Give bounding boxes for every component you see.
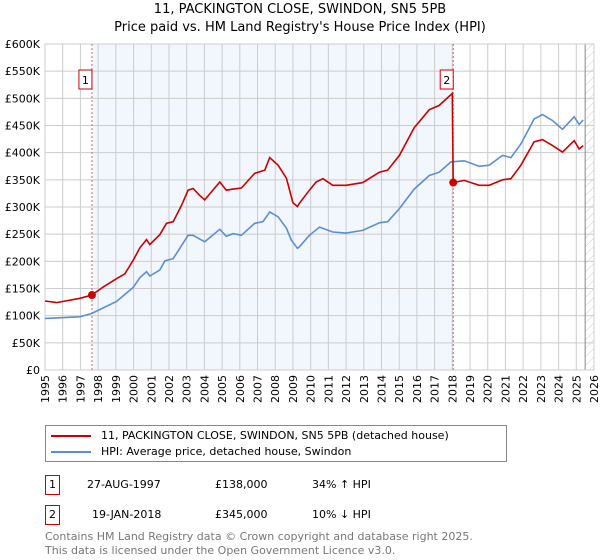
x-tick-label: 2000 bbox=[128, 375, 141, 403]
transaction-price: £345,000 bbox=[215, 508, 268, 521]
footer-copyright: Contains HM Land Registry data © Crown c… bbox=[45, 530, 473, 543]
legend-item-property: 11, PACKINGTON CLOSE, SWINDON, SN5 5PB (… bbox=[51, 429, 449, 442]
x-tick-label: 2019 bbox=[464, 375, 477, 403]
x-tick-label: 2014 bbox=[375, 375, 388, 403]
x-tick-label: 2011 bbox=[322, 375, 335, 403]
x-tick-label: 2009 bbox=[287, 375, 300, 403]
x-tick-label: 2001 bbox=[145, 375, 158, 403]
legend-label: 11, PACKINGTON CLOSE, SWINDON, SN5 5PB (… bbox=[101, 429, 449, 442]
x-tick-label: 2015 bbox=[393, 375, 406, 403]
y-tick-label: £150K bbox=[5, 283, 41, 296]
chart-subtitle: Price paid vs. HM Land Registry's House … bbox=[114, 20, 486, 35]
sale-label: 2 bbox=[443, 74, 450, 87]
transaction-row: 1 27-AUG-1997 £138,000 34% ↑ HPI bbox=[45, 475, 545, 495]
y-tick-label: £300K bbox=[5, 201, 41, 214]
x-tick-label: 2012 bbox=[340, 375, 353, 403]
legend-label: HPI: Average price, detached house, Swin… bbox=[101, 445, 352, 458]
transaction-date: 27-AUG-1997 bbox=[87, 478, 161, 491]
x-tick-label: 2007 bbox=[252, 375, 265, 403]
x-tick-label: 2025 bbox=[570, 375, 583, 403]
sale-label-box bbox=[439, 69, 454, 90]
transaction-delta: 34% ↑ HPI bbox=[312, 478, 371, 491]
hpi-line bbox=[44, 113, 584, 320]
x-tick-label: 2003 bbox=[181, 375, 194, 403]
x-tick-label: 1997 bbox=[74, 375, 87, 403]
x-tick-label: 1998 bbox=[92, 375, 105, 403]
sale-point bbox=[449, 178, 458, 187]
x-tick-label: 2008 bbox=[269, 375, 282, 403]
y-tick-label: £500K bbox=[5, 92, 41, 105]
x-tick-label: 2017 bbox=[429, 375, 442, 403]
x-tick-label: 2022 bbox=[517, 375, 530, 403]
x-tick-label: 2026 bbox=[588, 375, 600, 403]
x-tick-label: 1996 bbox=[57, 375, 70, 403]
chart-title: 11, PACKINGTON CLOSE, SWINDON, SN5 5PB bbox=[153, 2, 447, 17]
plot-border bbox=[44, 43, 595, 371]
x-tick-label: 1995 bbox=[39, 375, 52, 403]
legend: 11, PACKINGTON CLOSE, SWINDON, SN5 5PB (… bbox=[45, 425, 507, 462]
y-tick-label: £550K bbox=[5, 65, 41, 78]
transaction-marker: 2 bbox=[45, 505, 60, 525]
y-tick-label: £350K bbox=[5, 174, 41, 187]
sale-label-box bbox=[78, 69, 93, 90]
y-tick-label: £50K bbox=[12, 337, 41, 350]
plot-area: 1995 1996 1997 1998 1999 2000 2001 2002 2003 2004… bbox=[5, 38, 600, 403]
x-tick-label: 2020 bbox=[482, 375, 495, 403]
sale-point bbox=[87, 291, 96, 300]
y-tick-label: £600K bbox=[5, 38, 41, 51]
legend-swatch-red bbox=[51, 434, 91, 437]
transaction-row: 2 19-JAN-2018 £345,000 10% ↓ HPI bbox=[45, 505, 545, 525]
x-tick-label: 2010 bbox=[305, 375, 318, 403]
x-tick-label: 2005 bbox=[216, 375, 229, 403]
x-tick-label: 2004 bbox=[198, 375, 211, 403]
y-tick-label: £250K bbox=[5, 228, 41, 241]
property-price-line bbox=[44, 91, 584, 304]
y-tick-label: £100K bbox=[5, 310, 41, 323]
transaction-marker: 1 bbox=[45, 475, 60, 495]
y-tick-label: £0 bbox=[26, 364, 40, 377]
x-tick-label: 2016 bbox=[411, 375, 424, 403]
y-tick-label: £400K bbox=[5, 147, 41, 160]
x-tick-label: 2002 bbox=[163, 375, 176, 403]
x-tick-label: 2013 bbox=[358, 375, 371, 403]
x-tick-label: 1999 bbox=[110, 375, 123, 403]
x-tick-label: 2023 bbox=[535, 375, 548, 403]
legend-swatch-blue bbox=[51, 450, 91, 453]
transaction-price: £138,000 bbox=[215, 478, 268, 491]
y-tick-label: £450K bbox=[5, 120, 41, 133]
y-tick-label: £200K bbox=[5, 255, 41, 268]
x-tick-label: 2006 bbox=[234, 375, 247, 403]
x-tick-label: 2024 bbox=[553, 375, 566, 403]
footer-licence: This data is licensed under the Open Gov… bbox=[45, 544, 396, 557]
transaction-date: 19-JAN-2018 bbox=[92, 508, 162, 521]
sale-label: 1 bbox=[82, 74, 89, 87]
legend-item-hpi: HPI: Average price, detached house, Swin… bbox=[51, 445, 351, 458]
x-tick-label: 2018 bbox=[446, 375, 459, 403]
x-tick-label: 2021 bbox=[499, 375, 512, 403]
transaction-delta: 10% ↓ HPI bbox=[312, 508, 371, 521]
